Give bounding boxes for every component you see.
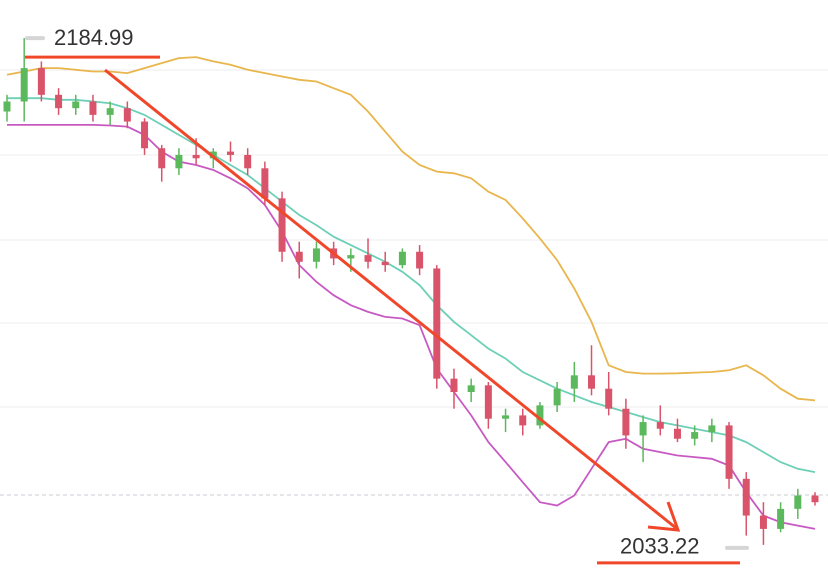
- plot-area: [3, 38, 819, 545]
- candle-body: [278, 198, 286, 252]
- candle-body: [673, 428, 681, 439]
- candle-body: [416, 251, 424, 269]
- band-line: [7, 124, 816, 530]
- candle-body: [364, 255, 372, 262]
- candle-body: [708, 425, 716, 433]
- candle-body: [570, 375, 578, 389]
- candle-body: [656, 422, 664, 429]
- candle-body: [742, 478, 750, 516]
- candle-body: [209, 151, 217, 159]
- candle-body: [553, 388, 561, 406]
- candle-body: [89, 101, 97, 115]
- candle-body: [519, 415, 527, 426]
- candle-body: [622, 408, 630, 436]
- candle-body: [295, 251, 303, 262]
- candle-body: [467, 385, 475, 393]
- candle-body: [123, 108, 131, 122]
- arrow-head: [647, 501, 681, 532]
- candle-body: [312, 248, 320, 262]
- candle-body: [691, 432, 699, 439]
- grid: [0, 69, 828, 496]
- label-tick: [725, 545, 749, 550]
- candle-body: [759, 515, 767, 529]
- candle-body: [3, 101, 11, 112]
- arrow-line: [104, 68, 677, 530]
- candle-body: [141, 121, 149, 149]
- candle-body: [20, 68, 28, 102]
- band-line: [6, 56, 816, 402]
- candle-body: [244, 154, 252, 169]
- candle-body: [605, 388, 613, 409]
- trend-arrow: [104, 68, 681, 532]
- band-line: [7, 97, 816, 473]
- candle-body: [639, 422, 647, 436]
- label-tick: [25, 36, 45, 41]
- candle-body: [106, 108, 114, 115]
- candle-body: [811, 495, 819, 503]
- labels: 2184.99 2033.22: [25, 25, 749, 565]
- candle-body: [725, 425, 733, 479]
- candle-body: [192, 154, 200, 159]
- candle-body: [175, 154, 183, 169]
- candle-body: [347, 255, 355, 259]
- candle-body: [502, 415, 510, 419]
- candle-body: [55, 94, 63, 109]
- candle-body: [450, 378, 458, 393]
- candle-body: [158, 148, 166, 169]
- candle-body: [433, 268, 441, 379]
- candle-body: [72, 101, 80, 109]
- low-price-label: 2033.22: [620, 534, 700, 559]
- candle-body: [777, 508, 785, 529]
- high-price-label: 2184.99: [54, 25, 134, 50]
- candle-body: [37, 68, 45, 95]
- candle-body: [226, 151, 234, 155]
- candle-body: [261, 168, 269, 199]
- candle-body: [484, 385, 492, 419]
- candle-body: [381, 261, 389, 266]
- candle-body: [588, 375, 596, 389]
- candle-body: [794, 495, 802, 509]
- candle-body: [536, 405, 544, 426]
- candle-body: [398, 251, 406, 266]
